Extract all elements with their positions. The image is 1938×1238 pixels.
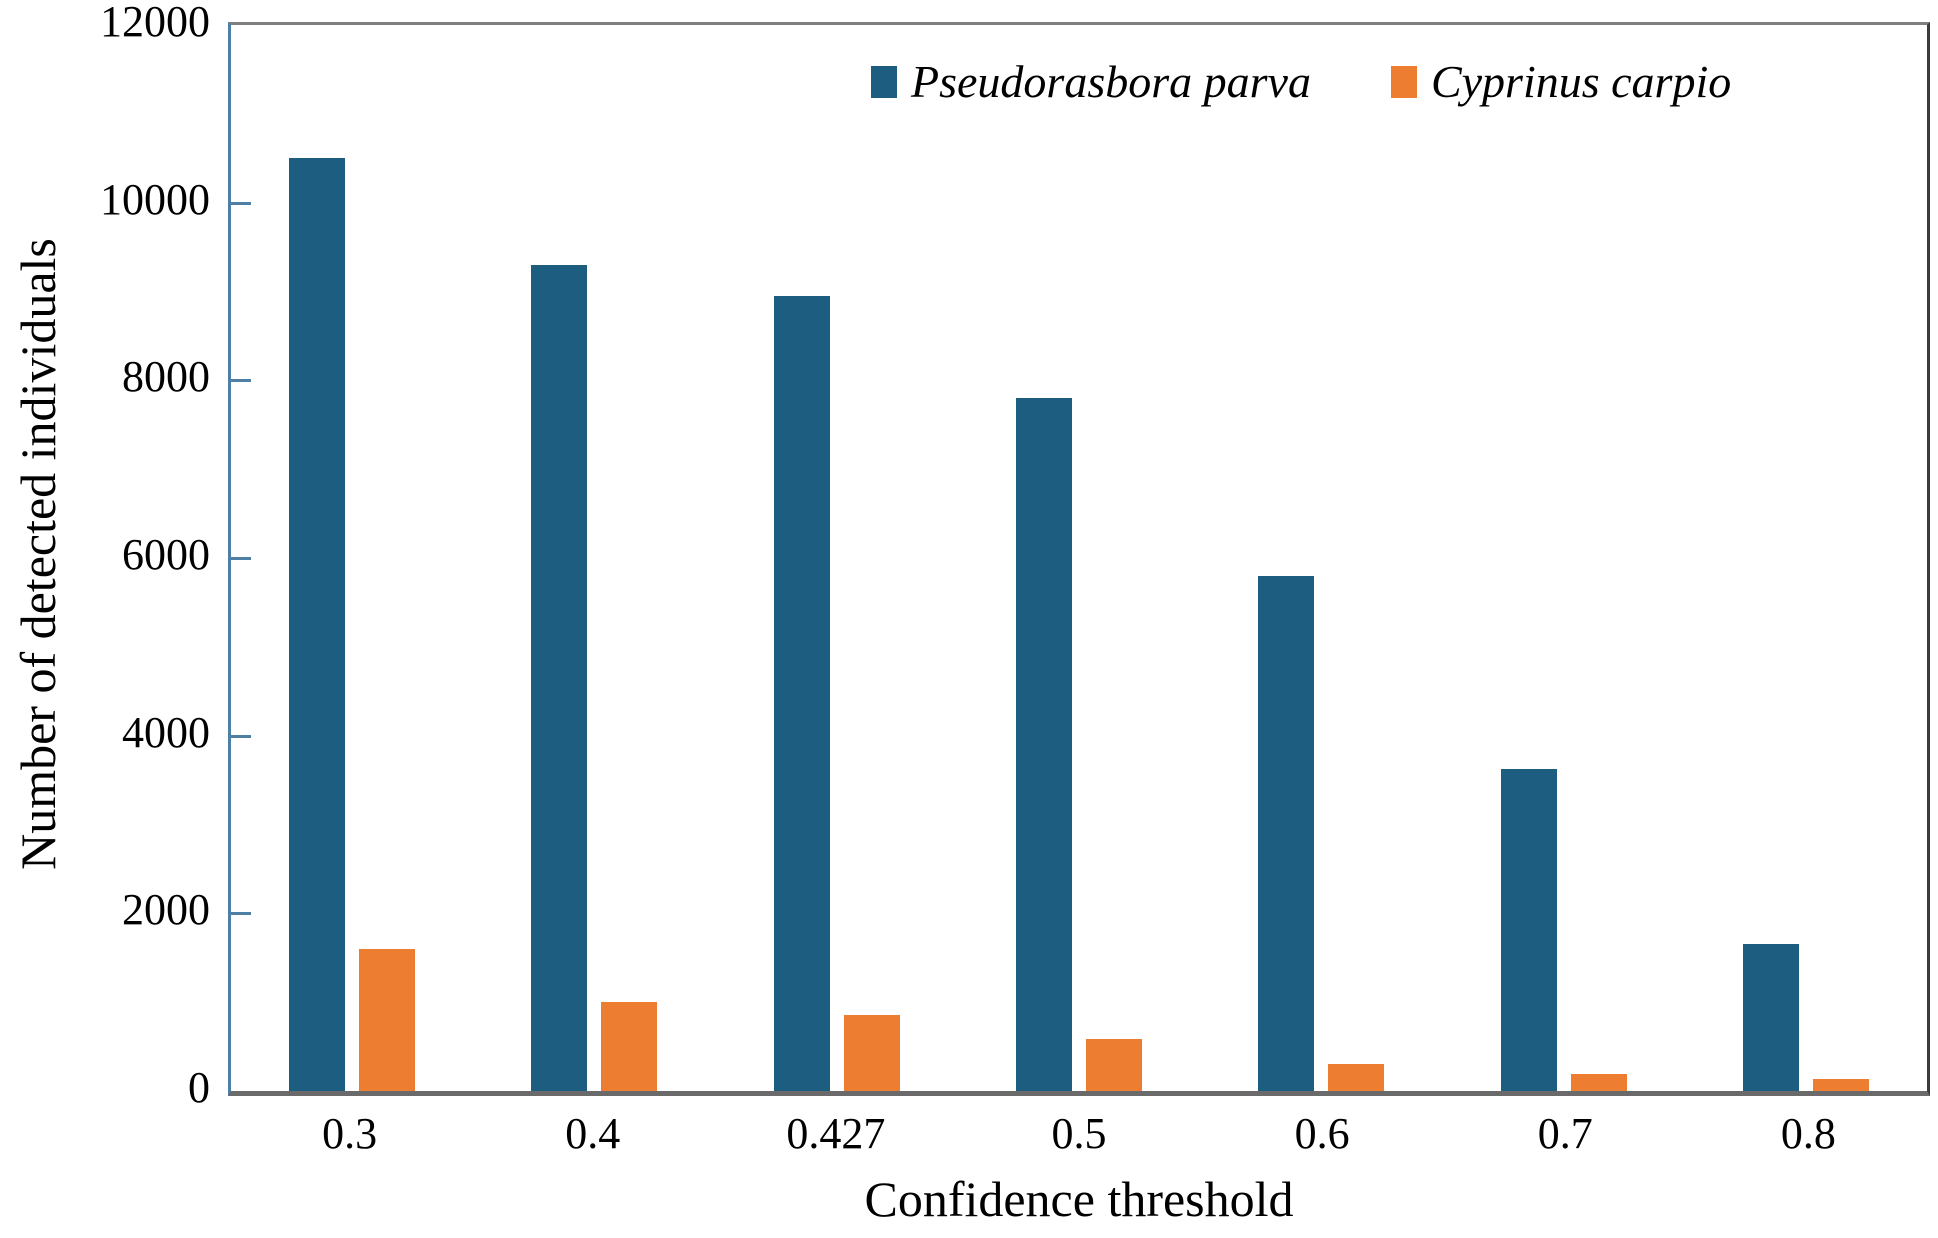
legend-item: Cyprinus carpio bbox=[1390, 56, 1732, 107]
x-axis-tick-labels: 0.3 0.4 0.427 0.5 0.6 0.7 0.8 bbox=[228, 1112, 1930, 1156]
bar-pseudorasbora-parva bbox=[1742, 944, 1799, 1091]
bar-pseudorasbora-parva bbox=[1500, 768, 1557, 1091]
y-tick-mark bbox=[231, 734, 251, 738]
x-tick-label: 0.7 bbox=[1537, 1109, 1593, 1158]
bar-group bbox=[1442, 25, 1684, 1091]
x-axis-title: Confidence threshold bbox=[864, 1171, 1294, 1227]
y-tick-label: 0 bbox=[188, 1063, 210, 1112]
bar-group bbox=[716, 25, 958, 1091]
bar-pseudorasbora-parva bbox=[1258, 575, 1315, 1091]
bar-pseudorasbora-parva bbox=[1015, 398, 1072, 1091]
y-tick-mark bbox=[231, 557, 251, 560]
plot-area: Pseudorasbora parva Cyprinus carpio bbox=[228, 22, 1930, 1096]
y-tick-label: 2000 bbox=[122, 885, 210, 935]
legend: Pseudorasbora parva Cyprinus carpio bbox=[871, 59, 1731, 105]
bar-pseudorasbora-parva bbox=[773, 295, 830, 1091]
legend-swatch-icon bbox=[1390, 66, 1417, 98]
bar-cyprinus-carpio bbox=[1570, 1074, 1627, 1091]
y-tick-mark bbox=[231, 201, 251, 205]
bar-group bbox=[1685, 25, 1927, 1091]
x-tick-label: 0.3 bbox=[322, 1109, 378, 1158]
x-tick-label: 0.8 bbox=[1780, 1109, 1836, 1158]
legend-item: Pseudorasbora parva bbox=[871, 59, 1311, 105]
bar-cyprinus-carpio bbox=[601, 1002, 658, 1091]
bar-cyprinus-carpio bbox=[1812, 1078, 1869, 1091]
legend-swatch-icon bbox=[871, 66, 897, 98]
y-tick-label: 4000 bbox=[122, 707, 210, 757]
legend-label: Pseudorasbora parva bbox=[911, 56, 1311, 107]
bar-cyprinus-carpio bbox=[1085, 1039, 1142, 1091]
bar-cyprinus-carpio bbox=[843, 1014, 900, 1091]
y-tick-label: 6000 bbox=[122, 530, 210, 579]
bar-cyprinus-carpio bbox=[359, 948, 416, 1091]
bar-cyprinus-carpio bbox=[1328, 1064, 1385, 1091]
bar-group bbox=[231, 25, 473, 1091]
y-tick-label: 10000 bbox=[100, 174, 210, 224]
bar-pseudorasbora-parva bbox=[289, 158, 346, 1091]
y-tick-mark bbox=[231, 912, 251, 916]
x-tick-label: 0.5 bbox=[1051, 1109, 1107, 1158]
bar-groups bbox=[231, 25, 1927, 1091]
y-tick-mark bbox=[231, 379, 251, 383]
bar-group bbox=[473, 25, 715, 1091]
y-tick-label: 12000 bbox=[100, 0, 210, 46]
bar-pseudorasbora-parva bbox=[531, 264, 588, 1091]
y-tick-label: 8000 bbox=[122, 352, 210, 402]
legend-label: Cyprinus carpio bbox=[1430, 56, 1732, 107]
x-tick-label: 0.4 bbox=[565, 1109, 621, 1158]
x-tick-label: 0.6 bbox=[1294, 1109, 1350, 1158]
bar-group bbox=[1200, 25, 1442, 1091]
bar-group bbox=[958, 25, 1200, 1091]
x-tick-label: 0.427 bbox=[786, 1109, 886, 1158]
